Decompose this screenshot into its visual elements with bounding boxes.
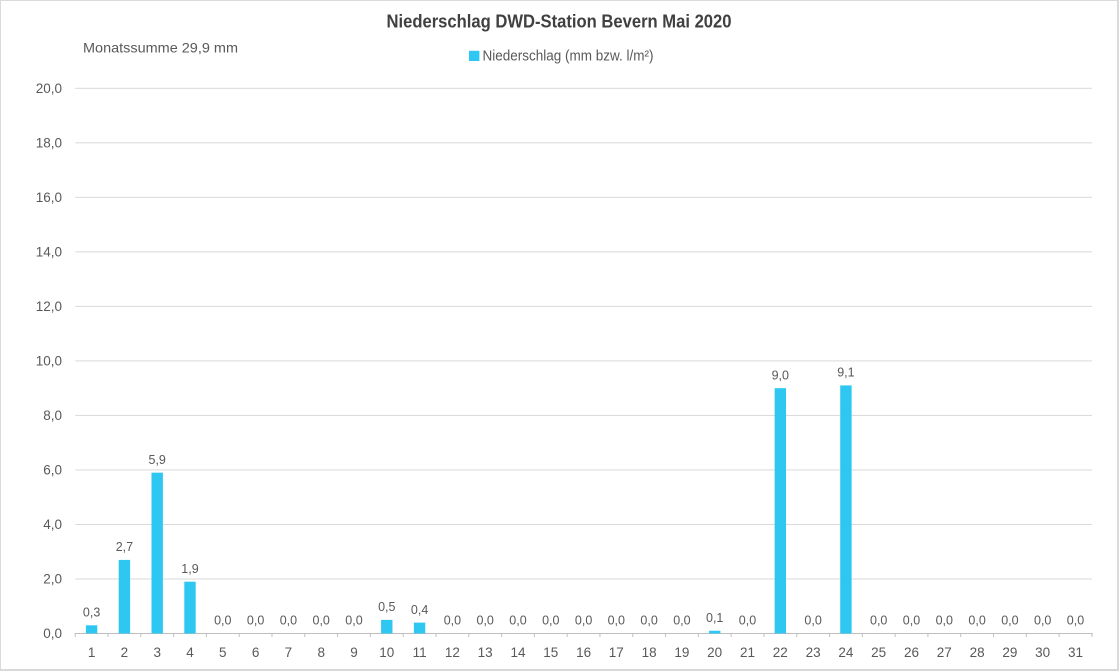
svg-text:7: 7 — [285, 645, 293, 660]
svg-text:0,5: 0,5 — [378, 600, 395, 614]
svg-text:14,0: 14,0 — [36, 245, 62, 260]
svg-text:0,0: 0,0 — [739, 614, 756, 628]
svg-text:24: 24 — [838, 645, 854, 660]
svg-text:10: 10 — [379, 645, 394, 660]
svg-text:29: 29 — [1002, 645, 1017, 660]
svg-text:1: 1 — [88, 645, 96, 660]
svg-text:14: 14 — [510, 645, 526, 660]
svg-text:22: 22 — [773, 645, 788, 660]
svg-text:16,0: 16,0 — [36, 190, 62, 205]
svg-text:2,0: 2,0 — [43, 572, 62, 587]
svg-text:0,0: 0,0 — [1001, 614, 1018, 628]
svg-text:0,0: 0,0 — [477, 614, 494, 628]
svg-text:0,0: 0,0 — [345, 614, 362, 628]
svg-text:0,0: 0,0 — [870, 614, 887, 628]
svg-text:0,0: 0,0 — [936, 614, 953, 628]
svg-text:2: 2 — [121, 645, 129, 660]
svg-text:8: 8 — [317, 645, 325, 660]
svg-text:12: 12 — [445, 645, 460, 660]
svg-text:1,9: 1,9 — [181, 562, 198, 576]
svg-text:27: 27 — [937, 645, 952, 660]
svg-text:0,0: 0,0 — [608, 614, 625, 628]
svg-text:11: 11 — [413, 645, 427, 660]
svg-text:0,0: 0,0 — [1067, 614, 1084, 628]
svg-text:25: 25 — [871, 645, 886, 660]
svg-text:3: 3 — [153, 645, 161, 660]
svg-text:16: 16 — [576, 645, 591, 660]
svg-text:30: 30 — [1035, 645, 1050, 660]
svg-text:18,0: 18,0 — [36, 135, 62, 150]
svg-text:18: 18 — [642, 645, 657, 660]
svg-text:4: 4 — [186, 645, 194, 660]
svg-text:0,0: 0,0 — [673, 614, 690, 628]
svg-text:26: 26 — [904, 645, 919, 660]
svg-text:0,0: 0,0 — [804, 614, 821, 628]
svg-text:0,0: 0,0 — [968, 614, 985, 628]
svg-text:6: 6 — [252, 645, 260, 660]
svg-text:20,0: 20,0 — [36, 81, 62, 96]
svg-text:Monatssumme 29,9 mm: Monatssumme 29,9 mm — [83, 39, 238, 55]
svg-text:9,0: 9,0 — [772, 368, 789, 382]
svg-text:31: 31 — [1068, 645, 1083, 660]
svg-text:10,0: 10,0 — [36, 354, 62, 369]
svg-text:13: 13 — [478, 645, 493, 660]
svg-text:0,0: 0,0 — [444, 614, 461, 628]
svg-text:4,0: 4,0 — [43, 517, 62, 532]
svg-text:9,1: 9,1 — [837, 366, 854, 380]
svg-text:9: 9 — [350, 645, 358, 660]
svg-text:0,0: 0,0 — [509, 614, 526, 628]
svg-text:21: 21 — [740, 645, 755, 660]
svg-text:15: 15 — [543, 645, 558, 660]
svg-text:0,0: 0,0 — [214, 614, 231, 628]
svg-text:28: 28 — [970, 645, 985, 660]
svg-text:6,0: 6,0 — [43, 463, 62, 478]
svg-text:0,0: 0,0 — [280, 614, 297, 628]
svg-text:0,1: 0,1 — [706, 611, 723, 625]
svg-text:0,0: 0,0 — [542, 614, 559, 628]
svg-text:19: 19 — [674, 645, 689, 660]
svg-text:5: 5 — [219, 645, 227, 660]
svg-text:Niederschlag (mm bzw. l/m²): Niederschlag (mm bzw. l/m²) — [483, 48, 654, 64]
svg-text:12,0: 12,0 — [36, 299, 62, 314]
svg-text:2,7: 2,7 — [116, 540, 133, 554]
svg-text:20: 20 — [707, 645, 722, 660]
svg-text:0,0: 0,0 — [640, 614, 657, 628]
svg-text:0,0: 0,0 — [43, 626, 62, 641]
svg-text:23: 23 — [806, 645, 821, 660]
svg-text:0,0: 0,0 — [1034, 614, 1051, 628]
svg-text:17: 17 — [609, 645, 624, 660]
svg-text:0,0: 0,0 — [575, 614, 592, 628]
svg-text:5,9: 5,9 — [149, 453, 166, 467]
svg-text:8,0: 8,0 — [43, 408, 62, 423]
svg-text:0,3: 0,3 — [83, 606, 100, 620]
svg-text:0,0: 0,0 — [903, 614, 920, 628]
svg-text:0,4: 0,4 — [411, 603, 428, 617]
svg-text:0,0: 0,0 — [313, 614, 330, 628]
svg-text:0,0: 0,0 — [247, 614, 264, 628]
svg-text:Niederschlag DWD-Station Bever: Niederschlag DWD-Station Bevern Mai 2020 — [387, 12, 732, 32]
